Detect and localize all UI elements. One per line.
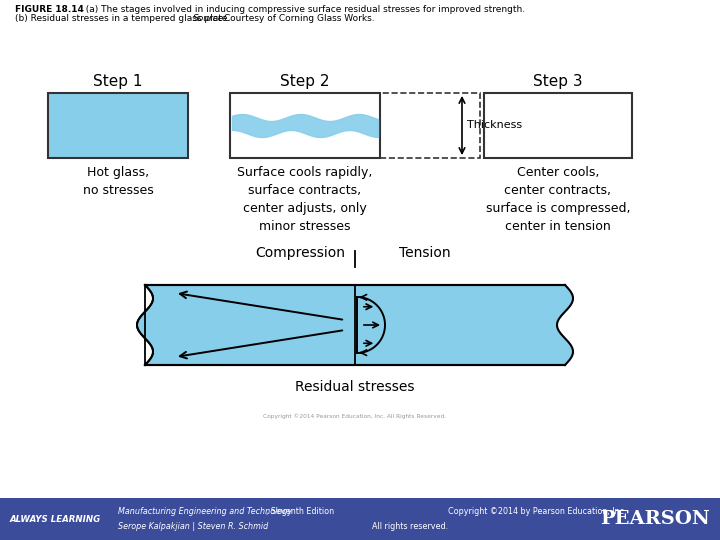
Bar (484, 93, 632, 158)
Text: ALWAYS LEARNING: ALWAYS LEARNING (10, 515, 102, 523)
Text: Compression: Compression (255, 246, 345, 260)
Text: Copyright ©2014 by Pearson Education, Inc.: Copyright ©2014 by Pearson Education, In… (448, 507, 626, 516)
Text: Surface cools rapidly,
surface contracts,
center adjusts, only
minor stresses: Surface cools rapidly, surface contracts… (238, 166, 373, 233)
Text: Copyright ©2014 Pearson Education, Inc. All Rights Reserved.: Copyright ©2014 Pearson Education, Inc. … (264, 413, 446, 418)
Bar (0, 498, 720, 540)
Text: PEARSON: PEARSON (600, 510, 710, 528)
Text: Courtesy of Corning Glass Works.: Courtesy of Corning Glass Works. (221, 14, 374, 23)
Text: All rights reserved.: All rights reserved. (372, 522, 448, 531)
Text: Tension: Tension (399, 246, 451, 260)
Text: Manufacturing Engineering and Technology: Manufacturing Engineering and Technology (118, 507, 292, 516)
Text: Step 1: Step 1 (94, 74, 143, 89)
Bar (230, 93, 380, 158)
Text: Serope Kalpakjian | Steven R. Schmid: Serope Kalpakjian | Steven R. Schmid (118, 522, 269, 531)
Text: FIGURE 18.14: FIGURE 18.14 (15, 5, 84, 14)
Text: (a) The stages involved in inducing compressive surface residual stresses for im: (a) The stages involved in inducing comp… (80, 5, 525, 14)
Text: Center cools,
center contracts,
surface is compressed,
center in tension: Center cools, center contracts, surface … (486, 166, 630, 233)
Text: , Seventh Edition: , Seventh Edition (266, 507, 334, 516)
Text: Hot glass,
no stresses: Hot glass, no stresses (83, 166, 153, 197)
Text: Step 2: Step 2 (280, 74, 330, 89)
Bar (48, 93, 188, 158)
Polygon shape (137, 285, 573, 365)
Text: (b) Residual stresses in a tempered glass plate.: (b) Residual stresses in a tempered glas… (15, 14, 233, 23)
Text: Step 3: Step 3 (534, 74, 582, 89)
Text: Source:: Source: (193, 14, 228, 23)
Text: Thickness: Thickness (467, 120, 522, 131)
Bar (380, 93, 480, 158)
Text: Residual stresses: Residual stresses (295, 380, 415, 394)
